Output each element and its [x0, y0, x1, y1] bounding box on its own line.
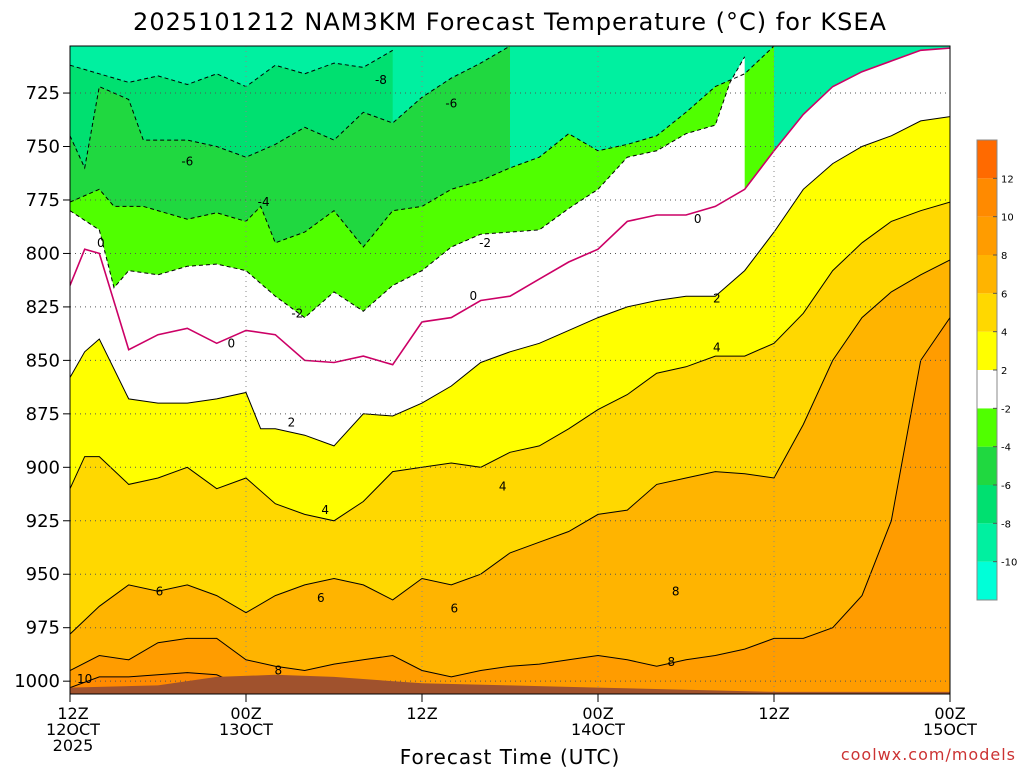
- y-tick-label: 950: [26, 564, 60, 585]
- y-tick-label: 975: [26, 618, 60, 639]
- x-tick-label: 15OCT: [923, 720, 977, 739]
- x-tick-label: 00Z: [582, 704, 613, 723]
- colorbar-segment: [977, 523, 997, 562]
- x-tick-label: 00Z: [934, 704, 965, 723]
- contour-label: -2: [291, 306, 303, 320]
- temperature-fill-layers: [70, 46, 950, 694]
- isotherm--4: [70, 46, 775, 248]
- contour-label: 4: [499, 480, 507, 494]
- contour-label: 6: [317, 591, 325, 605]
- colorbar-segment: [977, 485, 997, 524]
- y-tick-label: 925: [26, 511, 60, 532]
- colorbar-label: 12: [1001, 174, 1014, 185]
- y-tick-label: 1000: [14, 671, 60, 692]
- contour-label: 10: [77, 672, 92, 686]
- isotherm-0: [70, 47, 950, 366]
- colorbar-segment: [977, 370, 997, 409]
- contour-label: 2: [713, 291, 721, 305]
- colorbar-label: -8: [1001, 519, 1011, 530]
- colorbar-segment: [977, 446, 997, 485]
- isotherm--6: [70, 46, 511, 170]
- contour-label: 0: [97, 236, 105, 250]
- isotherm-4: [70, 201, 950, 522]
- colorbar-segment: [977, 561, 997, 600]
- contour-label: 0: [694, 212, 702, 226]
- fill-band-8: [70, 317, 950, 694]
- y-tick-label: 750: [26, 137, 60, 158]
- contour-label: 0: [470, 289, 478, 303]
- contour-label: -4: [258, 195, 270, 209]
- contour-label: -8: [375, 73, 387, 87]
- contour-label: 6: [156, 584, 164, 598]
- colorbar-segment: [977, 140, 997, 179]
- y-tick-label: 800: [26, 243, 60, 264]
- contour-label: 4: [713, 341, 721, 355]
- contour-label: -2: [479, 236, 491, 250]
- colorbar-label: -2: [1001, 404, 1011, 415]
- plot-area: -8 -6 -6 -4 -2 -2 0 0 0 0 2 2 4 4 4 6 6 6 8 8 8 10: [70, 46, 950, 694]
- colorbar-segment: [977, 293, 997, 332]
- fill-band-6: [70, 259, 950, 694]
- colorbar-segment: [977, 408, 997, 447]
- colorbar-label: 4: [1001, 328, 1007, 339]
- isotherm--2: [70, 56, 746, 319]
- isotherm-8: [70, 317, 950, 678]
- y-axis: 725 750 775 800 825 850 875 900 925 950 975 1000: [14, 83, 70, 692]
- y-tick-label: 850: [26, 350, 60, 371]
- colorbar-segment: [977, 331, 997, 370]
- colorbar-label: 2: [1001, 366, 1007, 377]
- plot-frame: [69, 45, 951, 695]
- contour-labels: -8 -6 -6 -4 -2 -2 0 0 0 0 2 2 4 4 4 6 6 6 8 8 8 10: [77, 73, 721, 686]
- x-tick-label: 12OCT: [46, 720, 100, 739]
- contour-label: 2: [288, 415, 296, 429]
- y-tick-label: 775: [26, 190, 60, 211]
- contour-label: 8: [274, 663, 282, 677]
- x-tick-label: 12Z: [57, 704, 88, 723]
- x-tick-label: 13OCT: [219, 720, 273, 739]
- x-tick-label: 2025: [53, 736, 94, 755]
- credit-text: coolwx.com/models: [841, 745, 1016, 764]
- colorbar-label: -4: [1001, 443, 1011, 454]
- surface-ground: [70, 674, 950, 694]
- colorbar-segment: [977, 178, 997, 217]
- colorbar-label: 8: [1001, 251, 1007, 262]
- y-tick-label: 875: [26, 404, 60, 425]
- x-tick-label: 12Z: [406, 704, 437, 723]
- colorbar-label: 10: [1001, 213, 1014, 224]
- isotherm--8: [70, 49, 393, 88]
- y-tick-label: 900: [26, 457, 60, 478]
- chart-title: 2025101212 NAM3KM Forecast Temperature (…: [133, 8, 887, 36]
- grid-lines: [70, 46, 950, 694]
- isotherm-6: [70, 259, 950, 635]
- colorbar-label: -6: [1001, 481, 1011, 492]
- x-axis-label: Forecast Time (UTC): [400, 745, 621, 768]
- colorbar: 12 10 8 6 4 2 -2 -4 -6 -8 -10: [976, 139, 1017, 601]
- x-tick-label: 00Z: [230, 704, 261, 723]
- contour-label: -6: [181, 154, 193, 168]
- x-tick-label: 12Z: [758, 704, 789, 723]
- contour-label: 4: [321, 503, 329, 517]
- colorbar-label: 6: [1001, 289, 1007, 300]
- x-tick-label: 14OCT: [571, 720, 625, 739]
- colorbar-label: -10: [1001, 558, 1017, 569]
- colorbar-segment: [977, 216, 997, 255]
- contour-label: 0: [228, 336, 236, 350]
- colorbar-segment: [977, 255, 997, 294]
- isotherm-2: [70, 116, 950, 447]
- contour-label: 6: [450, 601, 458, 615]
- contour-label: -6: [445, 97, 457, 111]
- contour-label: 8: [668, 655, 676, 669]
- contour-label: 8: [672, 584, 680, 598]
- y-tick-label: 825: [26, 297, 60, 318]
- surface-terrain: [70, 674, 950, 694]
- y-tick-label: 725: [26, 83, 60, 104]
